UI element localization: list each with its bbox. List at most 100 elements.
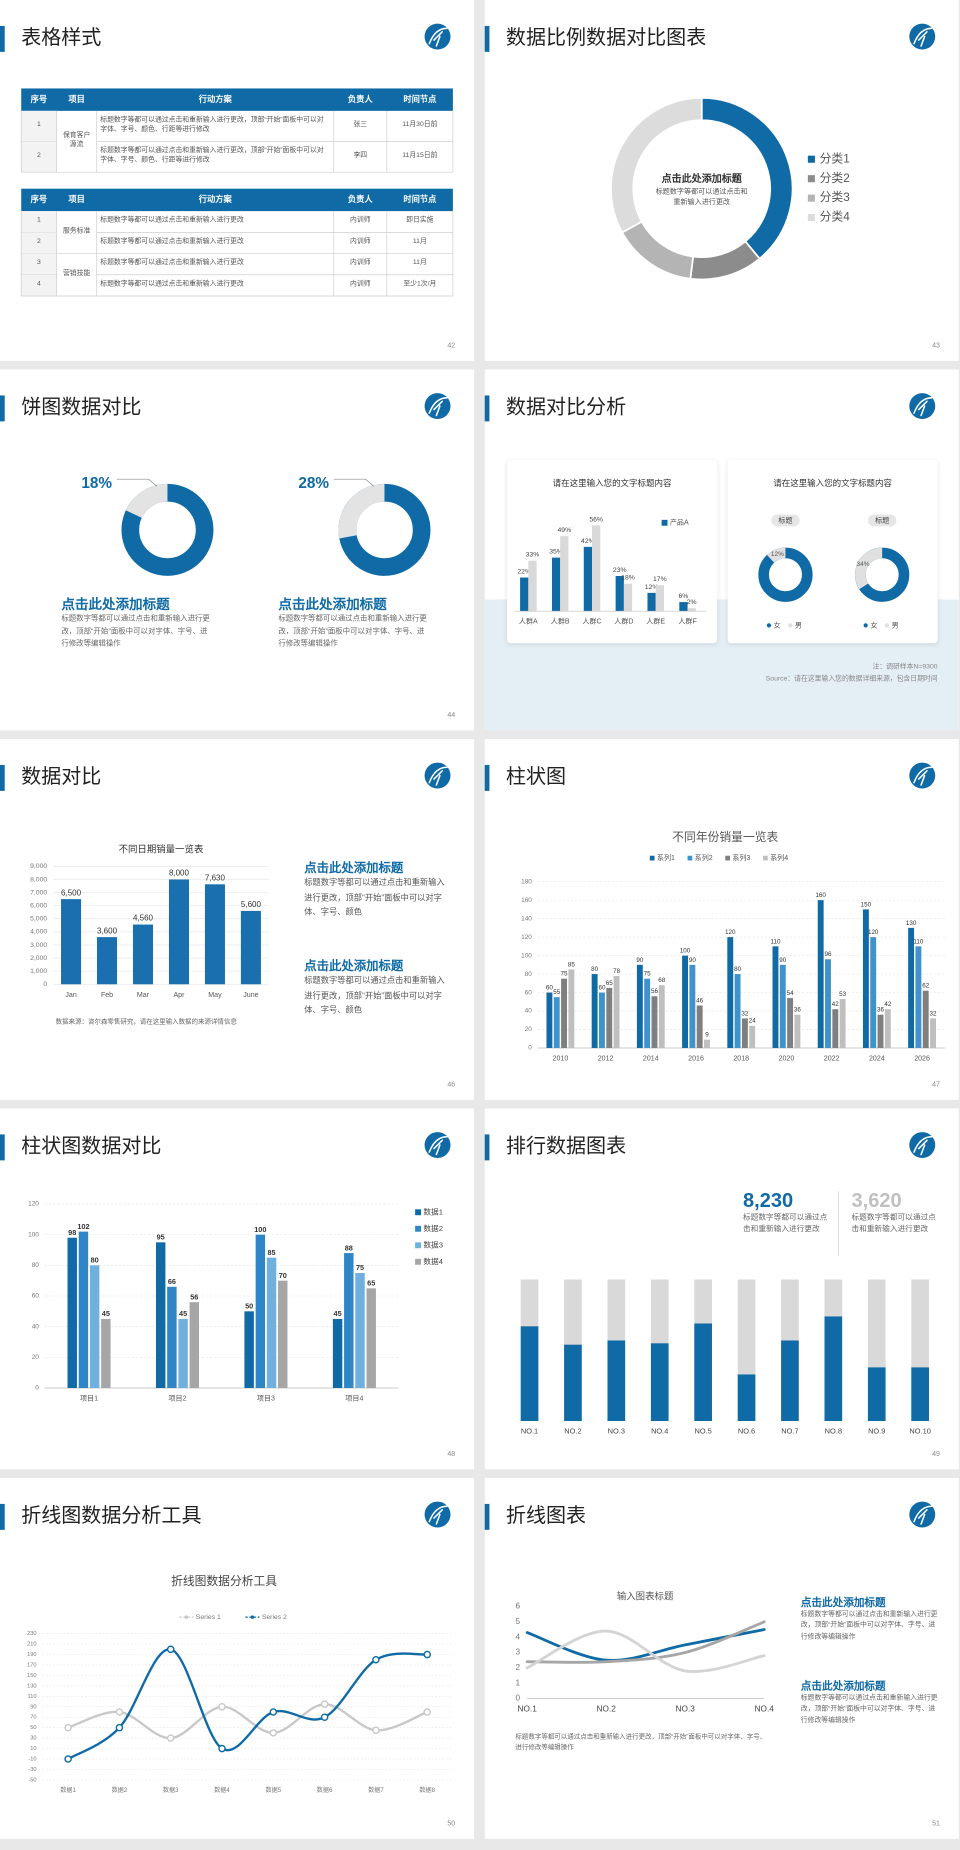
legend-marker [184,1615,189,1619]
paragraph-text: 标题数字等都可以通过点击和重新输入进行更改 [655,188,748,207]
heading: 点击此处添加标题 [304,860,404,875]
bar [132,924,154,985]
bar [884,1009,891,1048]
legend-label: 女 [870,620,877,629]
table-cell-text: 保育客户源流 [62,132,91,149]
tag [771,514,800,527]
paragraph-text: 标题数字等都可以通过点击和重新输入进行更改，顶部“开始”面板中可以对字体、字号、… [304,977,445,1016]
bar [862,909,869,1048]
value-label: 34% [857,561,870,568]
bar [355,1273,365,1388]
table-header-cell: 序号 [31,94,48,104]
slide-background [484,0,959,361]
value-label: 65 [367,1279,375,1288]
x-tick-label: Feb [101,992,113,999]
table-cell-text: 内训师 [350,280,371,288]
value-label: 32 [741,1010,748,1017]
title-accent [484,1503,490,1530]
paragraph: 标题数字等都可以通过点击和重新输入进行更改，顶部“开始”面板中可以对字体、字号、… [801,1695,938,1724]
value-label: 90 [636,957,643,964]
value-label: 120 [868,929,879,936]
bar [592,525,601,612]
y-tick-label: 5,000 [30,916,47,923]
bar-segment [781,1340,799,1422]
donut-slice [766,547,786,563]
slide-title: 表格样式 [21,26,101,49]
logo-mark [428,1136,448,1156]
value-label: 80 [591,966,598,973]
value-label: 18% [621,575,635,582]
slide-background [0,369,475,731]
y-tick-label: 1,000 [30,968,47,975]
bar [561,978,567,1048]
x-tick-label: NO.8 [825,1427,842,1436]
table-cell-text: 张三 [353,121,368,129]
x-tick-label: NO.9 [868,1427,885,1436]
highlight-value: 8,230 [743,1190,793,1212]
paragraph-text: 标题数字等都可以通过点击和重新输入进行更改 [851,1213,936,1234]
line-point [218,1744,226,1753]
legend-label: Series 2 [262,1614,287,1621]
paragraph-text: 标题数字等都可以通过点击和重新输入进行更改，顶部“开始”面板中可以对字体、字号、… [278,614,427,649]
value-label: 70 [279,1271,287,1280]
y-tick-label: 100 [28,1231,39,1238]
line-point [218,1702,226,1711]
legend-marker [649,855,655,861]
value-label: 90 [689,957,696,964]
legend-label: 数据3 [423,1239,443,1249]
bar [97,937,118,985]
legend-marker [415,1225,422,1232]
legend-marker [661,519,668,526]
bar [553,997,560,1048]
table-cell: 4 [37,281,41,288]
legend-label: 数据4 [423,1256,443,1266]
legend-marker [766,623,772,628]
value-label: 100 [680,948,691,955]
paragraph: 标题数字等都可以通过点击和重新输入进行更改 [655,188,748,207]
table-cell: 3 [37,260,41,267]
donut-slice [855,547,883,590]
y-tick-label: 0 [528,1045,532,1052]
value-label: 8,000 [169,869,190,878]
table-cell: 标题数字等都可以通过点击和重新输入进行更改，顶部“开始”面板中可以对字体、字号、… [100,148,323,164]
legend-marker [415,1209,422,1216]
legend-marker [250,1615,255,1619]
y-tick-label: 6,000 [30,902,47,909]
logo-mark [913,1136,933,1156]
x-tick-label: 项目2 [168,1394,186,1402]
x-tick-label: 2026 [914,1055,930,1062]
bar-segment [824,1316,843,1422]
table-cell-text: 标题数字等都可以通过点击和重新输入进行更改 [100,217,244,225]
x-tick-label: NO.2 [597,1704,617,1713]
value-label: 75 [356,1263,364,1272]
x-tick-label: 2016 [688,1055,704,1062]
slide-title: 数据对比 [21,765,101,788]
y-tick-label: 1 [516,1678,521,1687]
value-label: 56% [589,516,603,523]
x-tick-label: 数据7 [368,1786,384,1794]
x-tick-label: 数据6 [317,1786,333,1794]
title-accent [484,25,490,52]
value-label: 55 [553,989,560,996]
bar [89,1265,100,1388]
paragraph: 标题数字等都可以通过点击和重新输入进行更改，顶部“开始”面板中可以对字体、字号、… [278,614,427,649]
bar-segment [650,1343,669,1422]
page-number: 46 [447,1081,455,1088]
line-point [269,1708,278,1716]
title-accent [484,764,490,791]
x-tick-label: 人群F [678,617,697,626]
bar [546,992,553,1048]
card-title: 请在这里输入您的文字标题内容 [553,478,672,488]
value-label: 110 [770,938,780,945]
table-index-bg [21,232,57,254]
logo-mark [913,27,933,47]
chart-title: 不同日期销量一览表 [119,843,204,854]
slide: 饼图数据对比 44 18% 点击此处添加标题标题数字等都可以通过点击和重新输入进行更改… [0,369,475,731]
table-cell: 2 [37,238,41,245]
line-point [64,1755,72,1763]
value-label: 12% [771,551,784,558]
chart-title: 不同年份销量一览表 [672,830,778,844]
slide: 数据比例数据对比图表 43 点击此处添加标题标题数字等都可以通过点击和重新输入进行更… [484,0,959,361]
logo-mark [428,1505,448,1525]
